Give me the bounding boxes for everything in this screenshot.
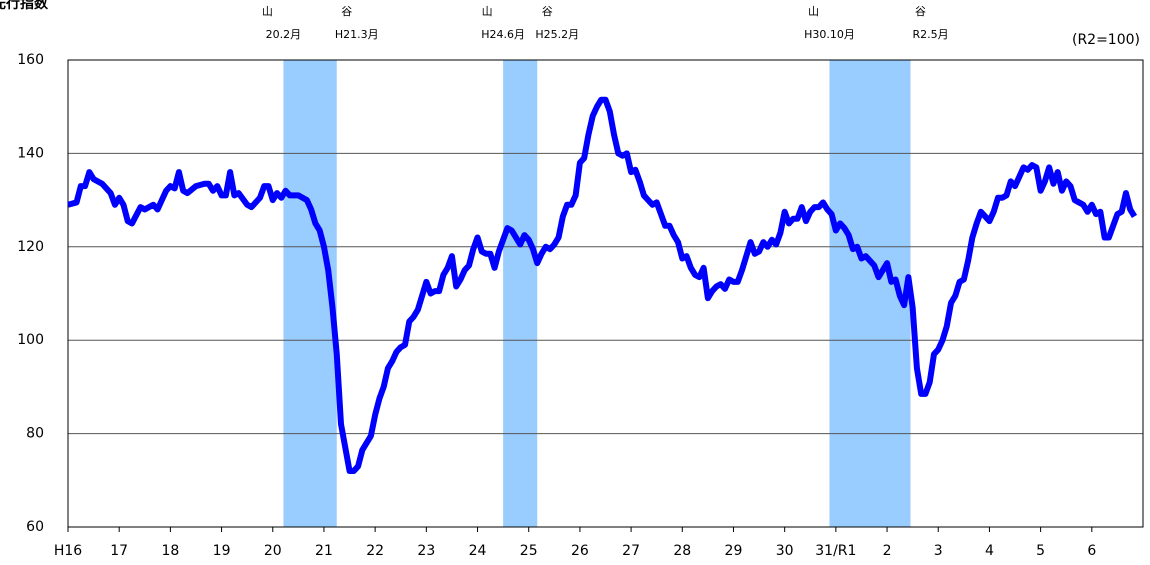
x-tick-label: 25 [520, 543, 538, 559]
trough-mark: 谷 [915, 5, 926, 18]
trough-label: H25.2月 [535, 28, 579, 41]
chart-title: 先行指数 [0, 0, 49, 12]
trough-mark: 谷 [542, 5, 553, 18]
x-tick-label: 19 [213, 543, 231, 559]
y-tick-label: 60 [26, 519, 44, 535]
x-tick-label: 28 [673, 543, 691, 559]
x-tick-label: 29 [725, 543, 743, 559]
y-tick-label: 100 [17, 332, 44, 348]
x-tick-label: 6 [1087, 543, 1096, 559]
x-tick-label: 26 [571, 543, 589, 559]
y-tick-label: 140 [17, 145, 44, 161]
peak-label: H24.6月 [481, 28, 525, 41]
x-tick-label: 24 [469, 543, 487, 559]
plot-frame [67, 59, 1144, 528]
x-tick-label: 20 [264, 543, 282, 559]
x-tick-label: 30 [776, 543, 794, 559]
x-tick-label: 21 [315, 543, 333, 559]
peak-label: H30.10月 [804, 28, 855, 41]
series-line [67, 96, 1138, 474]
x-tick-label: 23 [417, 543, 435, 559]
x-tick-label: H16 [54, 543, 82, 559]
trough-mark: 谷 [341, 5, 352, 18]
x-tick-label: 18 [161, 543, 179, 559]
y-tick-label: 160 [17, 52, 44, 68]
x-tick-label: 5 [1036, 543, 1045, 559]
recession-band [503, 60, 538, 527]
x-tick-label: 22 [366, 543, 384, 559]
x-tick-label: 17 [110, 543, 128, 559]
x-tick-label: 31/R1 [815, 543, 856, 559]
trough-label: R2.5月 [912, 28, 948, 41]
peak-mark: 山 [808, 5, 819, 18]
x-tick-label: 2 [883, 543, 892, 559]
recession-band [283, 60, 337, 527]
x-tick-label: 27 [622, 543, 640, 559]
unit-label: (R2=100) [1072, 32, 1140, 48]
x-tick-label: 3 [934, 543, 943, 559]
peak-mark: 山 [482, 5, 493, 18]
trough-label: H21.3月 [335, 28, 379, 41]
peak-label: 20.2月 [266, 28, 302, 41]
y-tick-label: 120 [17, 239, 44, 255]
y-tick-label: 80 [26, 426, 44, 442]
peak-mark: 山 [262, 5, 273, 18]
x-tick-label: 4 [985, 543, 994, 559]
